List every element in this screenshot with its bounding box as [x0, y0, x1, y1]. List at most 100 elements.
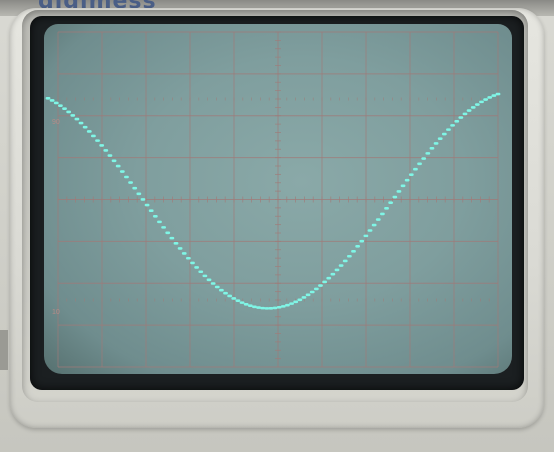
trace-point [231, 297, 237, 300]
trace-point [276, 305, 282, 309]
graticule-and-trace: 90 10 [45, 31, 501, 368]
trace-point [161, 226, 166, 229]
trace-point [491, 94, 497, 97]
trace-point [479, 100, 484, 104]
trace-point [198, 270, 204, 274]
trace-point [243, 303, 249, 306]
trace-point [91, 134, 96, 138]
trace-point [239, 301, 245, 304]
trace-point [330, 272, 336, 276]
trace-point [400, 184, 406, 188]
trace-point [107, 154, 113, 157]
trace-point [413, 167, 418, 171]
trace-point [103, 149, 109, 152]
trace-point [425, 152, 431, 155]
trace-point [206, 278, 212, 282]
trace-point [144, 203, 150, 207]
trace-point [470, 106, 476, 109]
trace-point [256, 306, 261, 309]
graticule [57, 31, 499, 368]
trace-point [62, 107, 67, 111]
trace-point [355, 245, 361, 248]
trace-point [99, 144, 105, 147]
trace-point [53, 101, 59, 105]
trace-point [148, 209, 154, 213]
trace-point [136, 192, 142, 196]
trace-point [45, 96, 51, 100]
trace-point [57, 104, 63, 108]
crt-display: 90 10 [44, 24, 512, 374]
trace-point [474, 103, 480, 106]
trace-point [446, 128, 451, 131]
trace-point [190, 261, 195, 265]
trace-point [342, 259, 348, 263]
trace-point [318, 284, 323, 287]
trace-point [70, 114, 76, 117]
trace-point [252, 305, 257, 309]
trace-point [351, 250, 356, 253]
trace-point [74, 117, 80, 121]
trace-point [301, 296, 307, 299]
trace-point [124, 175, 129, 179]
trace-point [177, 247, 183, 250]
trace-point [433, 142, 439, 145]
trace-point [458, 116, 464, 119]
trace-point [285, 303, 290, 307]
trace-point [272, 306, 278, 310]
trace-point [223, 291, 228, 295]
trace-point [462, 112, 468, 116]
trace-point [152, 215, 158, 218]
trace-point [338, 264, 344, 267]
graticule-label-upper: 90 [52, 119, 60, 126]
trace-point [421, 157, 427, 160]
trace-point [202, 274, 208, 278]
trace-point [297, 298, 303, 302]
trace-point [111, 159, 117, 163]
trace-point [218, 288, 224, 292]
trace-point [429, 147, 435, 150]
trace-point [371, 223, 377, 227]
trace-point [313, 287, 319, 291]
trace-point [210, 282, 216, 285]
graticule-label-lower: 10 [52, 309, 60, 316]
trace-point [82, 125, 88, 129]
trace-point [326, 276, 332, 280]
trace-point [181, 252, 187, 255]
trace-point [437, 137, 443, 140]
trace-point [309, 290, 315, 294]
trace-point [495, 92, 501, 96]
trace-point [280, 305, 286, 308]
trace-point [235, 299, 241, 302]
trace-point [95, 139, 100, 142]
trace-point [268, 307, 274, 310]
trace-point [247, 304, 253, 307]
trace-point [408, 173, 414, 176]
trace-point [363, 234, 369, 238]
trace-point [450, 124, 455, 127]
trace-point [173, 242, 179, 245]
trace-point [396, 190, 402, 193]
trace-point [454, 120, 460, 123]
trace-point [417, 162, 422, 166]
trace-point [194, 266, 200, 269]
trace-point [115, 164, 121, 168]
trace-point [384, 207, 389, 210]
bezel-edge [0, 330, 8, 370]
trace-point [157, 220, 162, 224]
trace-point [185, 256, 191, 260]
trace-point [227, 294, 233, 298]
trace-point [214, 285, 220, 289]
trace-point [49, 99, 55, 102]
trace-point [380, 212, 385, 216]
trace-point [487, 96, 493, 99]
trace-point [441, 132, 447, 136]
trace-point [466, 109, 472, 112]
trace-point [78, 121, 84, 125]
trace-point [264, 307, 270, 310]
trace-point [483, 98, 489, 101]
trace-point [66, 110, 72, 114]
trace-point [367, 229, 373, 232]
trace-point [289, 302, 294, 305]
trace-point [375, 218, 381, 221]
